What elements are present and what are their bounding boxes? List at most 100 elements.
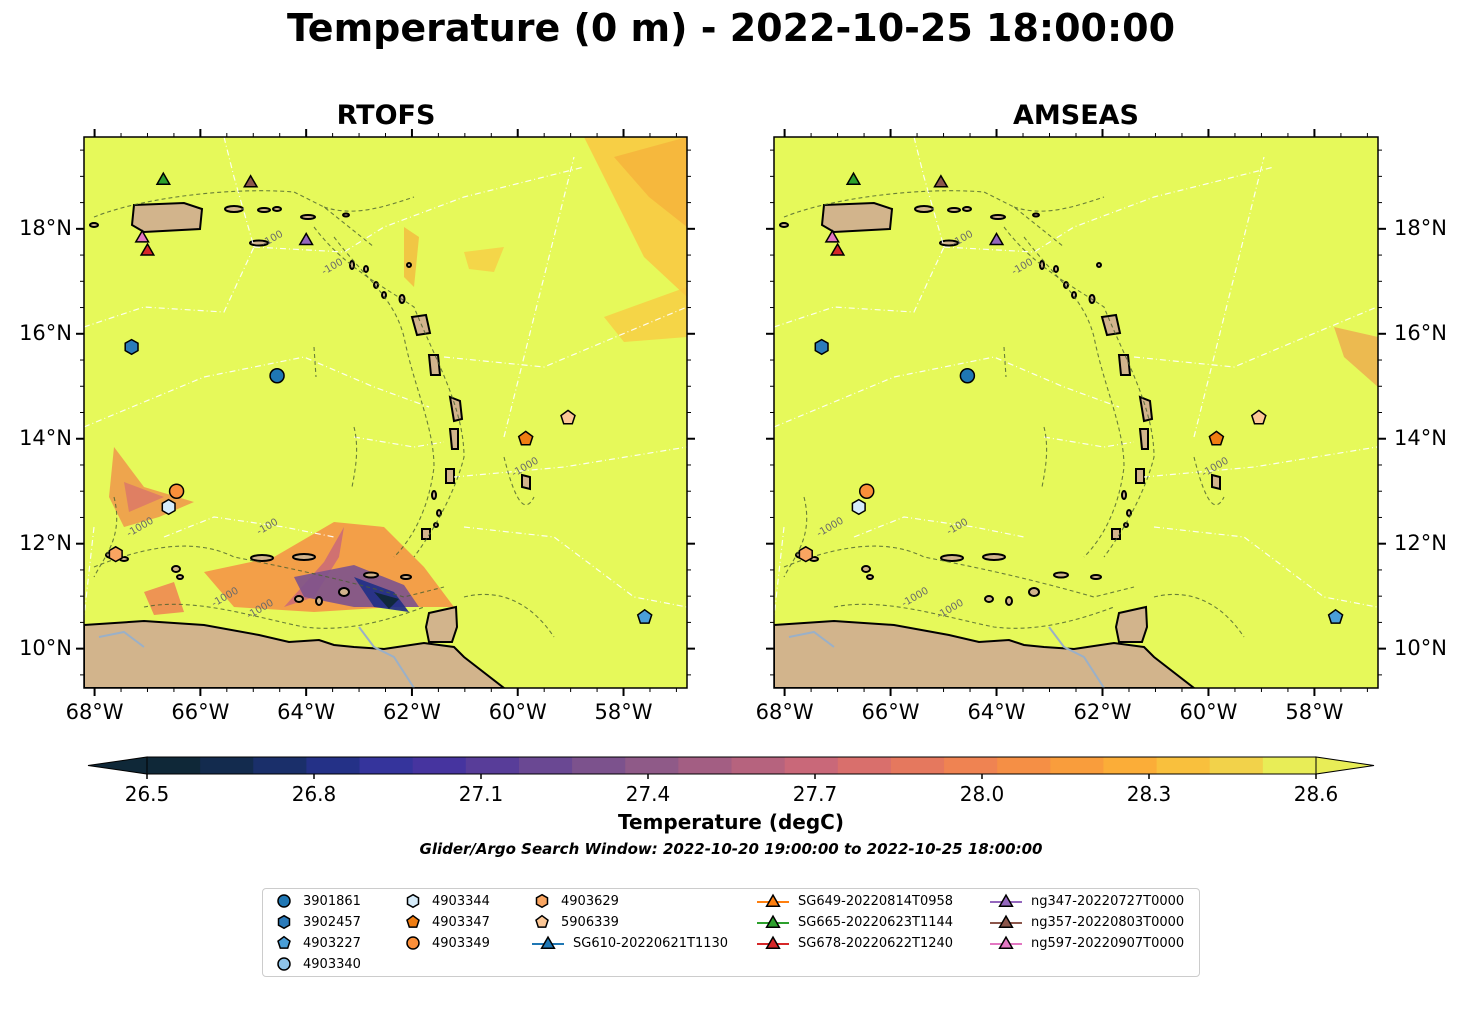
- land: [421, 528, 431, 540]
- island: [89, 222, 99, 228]
- eez-boundary: [443, 306, 687, 368]
- island: [315, 596, 323, 606]
- legend-marker: [757, 914, 789, 928]
- island: [982, 553, 1006, 561]
- colorbar-tick-label: 28.6: [1293, 782, 1339, 806]
- island: [338, 587, 350, 597]
- island: [1028, 587, 1040, 597]
- river: [358, 626, 415, 688]
- warm-region: [124, 482, 164, 512]
- island: [292, 553, 316, 561]
- legend-symbol: [998, 914, 1014, 928]
- eez-boundary: [774, 356, 1120, 428]
- lon-tick-label: 60°W: [488, 700, 547, 724]
- legend-entry: ng357-20220803T0000: [989, 912, 1184, 932]
- colorbar-segment: [784, 757, 839, 774]
- colorbar-segment: [625, 757, 679, 774]
- colorbar-segment: [678, 757, 732, 774]
- colorbar-segment: [253, 757, 307, 774]
- river: [1048, 626, 1105, 688]
- observation-marker: [108, 545, 123, 563]
- island: [940, 554, 964, 562]
- legend-symbol: [277, 914, 291, 930]
- observation-marker: [988, 231, 1005, 246]
- legend: 3901861 3902457 4903227 4903340 4903344 49033…: [262, 888, 1200, 977]
- land: [1114, 605, 1149, 643]
- eez-boundary: [1133, 306, 1378, 368]
- lon-tick-label: 68°W: [755, 700, 814, 724]
- island: [1032, 212, 1040, 218]
- bathymetry-contour: [1041, 426, 1048, 488]
- map-panel-rtofs: -100-100-100-1000-1000-1000-1000: [76, 129, 695, 696]
- island: [1005, 596, 1013, 606]
- lon-tick-label: 60°W: [1179, 700, 1238, 724]
- island: [363, 571, 379, 579]
- bathymetry-contour: [503, 456, 535, 506]
- colorbar-segment: [997, 757, 1051, 774]
- observation-marker: [829, 242, 846, 256]
- observation-marker: [798, 545, 813, 563]
- lon-tick-label: 58°W: [1285, 700, 1344, 724]
- lat-tick-label: 14°N: [1394, 425, 1447, 450]
- eez-boundary: [163, 516, 335, 538]
- bathymetry-contour: [463, 593, 555, 638]
- island: [249, 239, 269, 247]
- colorbar-segment: [731, 757, 786, 774]
- eez-boundary: [1193, 156, 1265, 438]
- eez-boundary: [1153, 526, 1378, 608]
- legend-label: 4903344: [432, 893, 490, 909]
- island: [176, 574, 184, 580]
- warm-region: [614, 137, 687, 227]
- island: [381, 291, 387, 299]
- island: [861, 565, 871, 573]
- island: [1096, 262, 1102, 268]
- lon-tick-label: 62°W: [382, 700, 441, 724]
- legend-symbol: [277, 957, 291, 971]
- island: [257, 207, 271, 213]
- island: [1121, 490, 1127, 500]
- legend-marker: [277, 914, 291, 930]
- land: [1138, 428, 1149, 450]
- bathymetry-contour: [93, 190, 375, 248]
- observation-marker: [517, 430, 534, 446]
- river: [788, 630, 835, 648]
- island: [436, 509, 442, 517]
- legend-label: ng597-20220907T0000: [1031, 935, 1185, 951]
- observation-marker: [1250, 409, 1267, 425]
- legend-label: SG610-20220621T1130: [573, 935, 729, 951]
- legend-entry: 4903349: [402, 933, 490, 953]
- legend-symbol: [998, 935, 1014, 949]
- legend-entry: 3902457: [273, 912, 361, 932]
- colorbar-segment: [465, 757, 520, 774]
- warm-region: [1334, 327, 1378, 387]
- colorbar-segment: [359, 757, 414, 774]
- lon-tick-label: 66°W: [171, 700, 230, 724]
- legend-entry: 4903344: [402, 891, 490, 911]
- land: [774, 619, 1196, 688]
- eez-boundary: [84, 356, 430, 428]
- legend-marker: [406, 914, 420, 928]
- observation-marker: [851, 498, 866, 516]
- colorbar-segment: [890, 757, 945, 774]
- island: [990, 214, 1006, 220]
- legend-symbol: [765, 935, 781, 949]
- island: [1053, 571, 1069, 579]
- island: [171, 565, 181, 573]
- island: [1090, 574, 1102, 580]
- legend-symbol: [277, 894, 291, 908]
- colorbar-tick-label: 27.1: [458, 782, 504, 806]
- legend-symbol: [406, 914, 420, 928]
- lon-tick-label: 64°W: [967, 700, 1026, 724]
- lat-tick-label: 10°N: [1394, 635, 1447, 660]
- colorbar-segment: [147, 757, 201, 774]
- lat-tick-label: 16°N: [19, 320, 72, 345]
- observation-marker: [298, 231, 314, 246]
- land: [448, 428, 459, 450]
- colorbar-segment: [200, 757, 254, 774]
- land: [1211, 473, 1221, 491]
- legend-symbol: [535, 914, 549, 928]
- legend-label: 4903349: [432, 935, 490, 951]
- legend-symbol: [765, 893, 781, 907]
- island: [349, 260, 355, 270]
- eez-boundary: [503, 156, 575, 438]
